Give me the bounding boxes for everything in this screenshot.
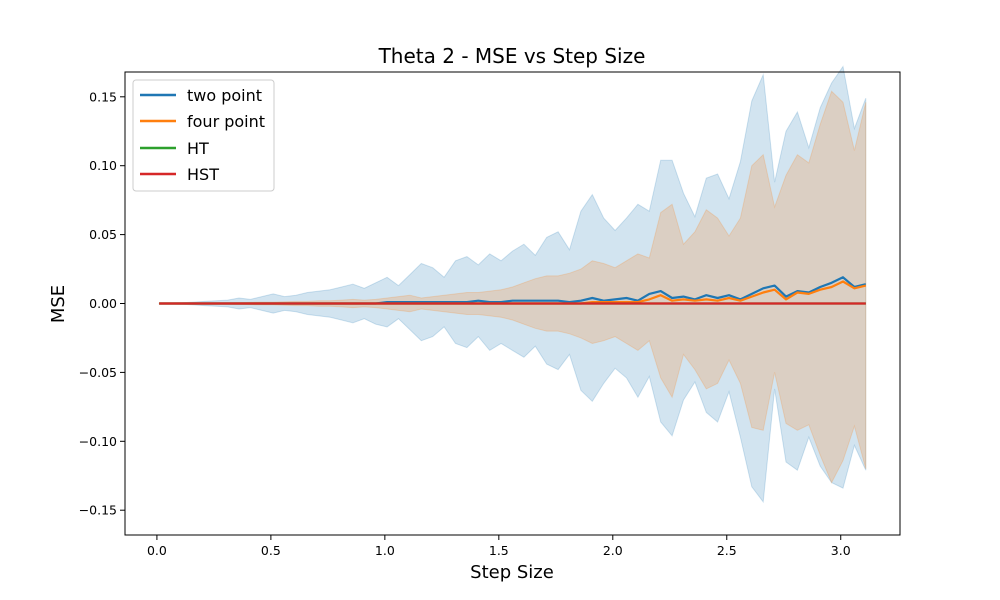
- y-tick-label: −0.10: [79, 434, 117, 449]
- y-tick-label: −0.15: [79, 503, 117, 518]
- y-tick-label: 0.05: [89, 227, 117, 242]
- x-tick-label: 2.0: [603, 543, 623, 558]
- x-tick-label: 0.0: [147, 543, 167, 558]
- y-tick-label: 0.10: [89, 158, 117, 173]
- x-tick-label: 1.0: [375, 543, 395, 558]
- x-tick-label: 1.5: [489, 543, 509, 558]
- y-tick-label: −0.05: [79, 365, 117, 380]
- x-tick-label: 2.5: [717, 543, 737, 558]
- series-layer: [159, 276, 867, 305]
- legend: two point four point HT HST: [132, 79, 275, 192]
- y-axis-label: MSE: [48, 285, 69, 323]
- legend-frame: [132, 79, 275, 192]
- x-tick-label: 0.5: [261, 543, 281, 558]
- legend-label-ht: HT: [187, 139, 209, 158]
- y-tick-label: 0.15: [89, 89, 117, 104]
- legend-label-hst: HST: [187, 165, 219, 184]
- legend-label-four-point: four point: [187, 112, 265, 131]
- band-two-point: [158, 65, 867, 504]
- x-tick-label: 3.0: [831, 543, 851, 558]
- x-axis: 0.0 0.5 1.0 1.5 2.0 2.5 3.0: [147, 535, 851, 558]
- chart-title: Theta 2 - MSE vs Step Size: [378, 44, 646, 68]
- y-axis: −0.15 −0.10 −0.05 0.00 0.05 0.10 0.15: [79, 89, 125, 518]
- y-tick-label: 0.00: [89, 296, 117, 311]
- x-axis-label: Step Size: [470, 562, 554, 583]
- legend-label-two-point: two point: [187, 86, 262, 105]
